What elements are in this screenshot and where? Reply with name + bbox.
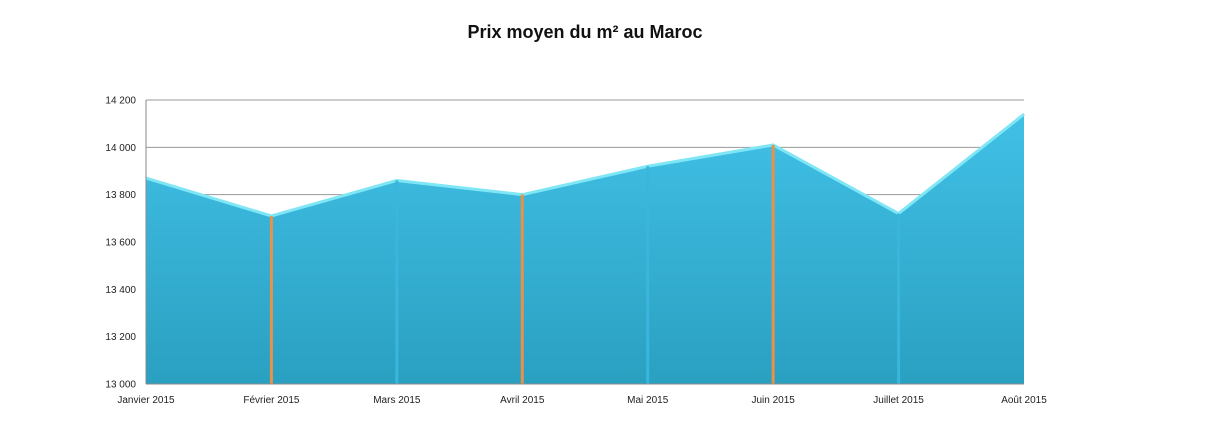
x-tick-label: Juillet 2015 xyxy=(873,395,924,406)
x-tick-label: Janvier 2015 xyxy=(117,395,175,406)
y-tick-label: 13 800 xyxy=(105,190,136,201)
y-tick-label: 13 000 xyxy=(105,380,136,391)
y-tick-label: 13 600 xyxy=(105,238,136,249)
area-fill xyxy=(146,114,1024,384)
y-tick-label: 14 000 xyxy=(105,143,136,154)
x-tick-label: Juin 2015 xyxy=(751,395,795,406)
x-tick-label: Mars 2015 xyxy=(373,395,421,406)
y-tick-label: 13 200 xyxy=(105,332,136,343)
series-line xyxy=(145,113,1025,218)
drop-lines xyxy=(269,144,901,384)
x-tick-label: Mai 2015 xyxy=(627,395,669,406)
y-tick-label: 13 400 xyxy=(105,285,136,296)
x-tick-label: Avril 2015 xyxy=(500,395,545,406)
x-tick-labels: Janvier 2015 Février 2015 Mars 2015 Avril 2… xyxy=(117,395,1047,406)
y-tick-labels: 13 000 13 200 13 400 13 600 13 800 14 000 14 2… xyxy=(105,96,136,391)
area-series xyxy=(145,113,1025,384)
y-tick-label: 14 200 xyxy=(105,96,136,107)
chart-title: Prix moyen du m² au Maroc xyxy=(467,22,703,42)
axes xyxy=(145,100,1024,385)
x-tick-label: Février 2015 xyxy=(243,395,300,406)
x-tick-label: Août 2015 xyxy=(1001,395,1047,406)
